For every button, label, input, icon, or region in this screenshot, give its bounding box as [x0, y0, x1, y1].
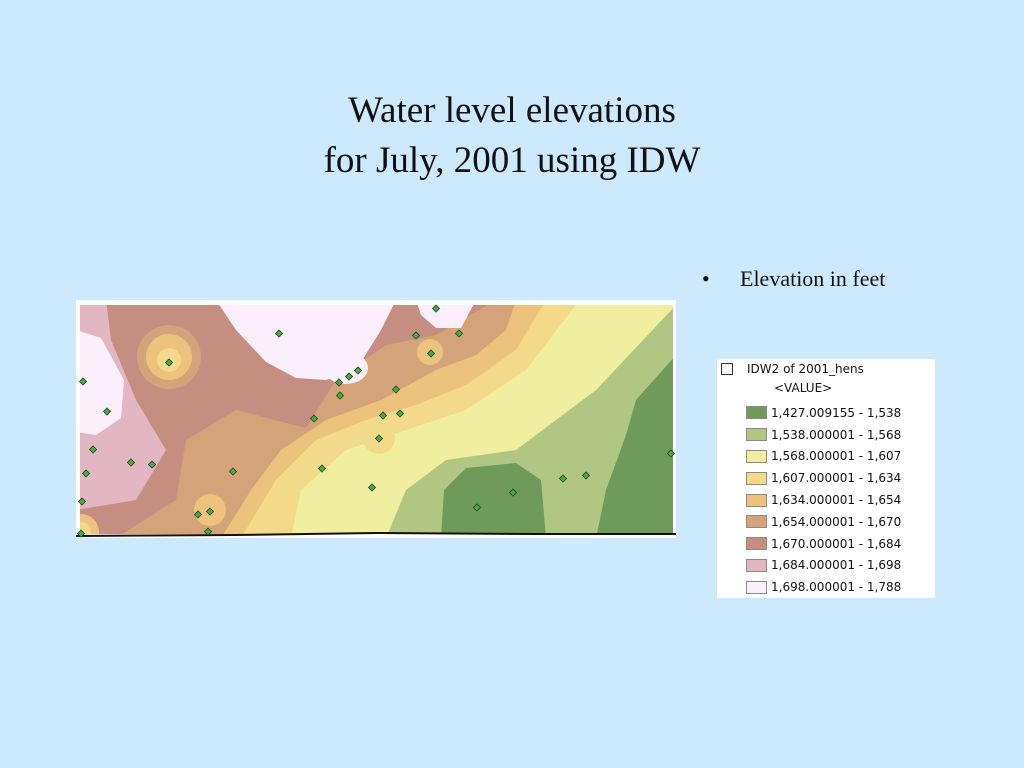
legend-class-item: 1,684.000001 - 1,698: [746, 555, 901, 577]
well-point: [374, 434, 384, 443]
well-point: [309, 414, 319, 423]
legend-class-label: 1,568.000001 - 1,607: [771, 449, 902, 464]
well-point: [378, 411, 388, 420]
legend-class-label: 1,698.000001 - 1,788: [771, 580, 902, 595]
legend-class-item: 1,607.000001 - 1,634: [746, 467, 901, 489]
title-line-2: for July, 2001 using IDW: [323, 140, 701, 181]
well-point: [426, 349, 436, 358]
legend-class-label: 1,654.000001 - 1,670: [771, 514, 902, 529]
legend-swatch: [746, 449, 767, 463]
well-point: [344, 372, 354, 381]
legend-class-item: 1,670.000001 - 1,684: [746, 533, 901, 555]
well-point: [353, 366, 363, 375]
zone-1698-1788-northeast: [417, 305, 474, 328]
well-point: [472, 503, 482, 512]
legend-class-item: 1,654.000001 - 1,670: [746, 511, 901, 533]
legend-class-item: 1,427.009155 - 1,538: [746, 402, 901, 424]
well-point: [317, 464, 327, 473]
well-point: [78, 377, 88, 386]
well-point: [508, 488, 518, 497]
legend-field-label: <VALUE>: [774, 381, 833, 395]
well-point: [335, 391, 345, 400]
well-point: [454, 329, 464, 338]
well-point: [193, 510, 203, 519]
bullet-icon: •: [702, 266, 710, 291]
legend-class-item: 1,538.000001 - 1,568: [746, 424, 901, 446]
well-point: [367, 483, 377, 492]
idw-surface: [76, 304, 676, 538]
well-point: [126, 458, 136, 467]
well-points: [76, 304, 676, 538]
zone-1698-1788-center: [324, 352, 368, 384]
legend-class-label: 1,427.009155 - 1,538: [771, 405, 902, 420]
legend-swatch: [746, 471, 767, 485]
well-point: [274, 329, 284, 338]
legend-swatch: [746, 493, 767, 507]
legend-layer-header: IDW2 of 2001_hens: [721, 361, 864, 377]
well-point: [334, 378, 344, 387]
legend-class-item: 1,568.000001 - 1,607: [746, 446, 901, 468]
legend-swatch: [746, 406, 767, 420]
layer-visibility-checkbox[interactable]: [721, 363, 733, 375]
legend-class-label: 1,634.000001 - 1,654: [771, 493, 902, 508]
well-point: [558, 474, 568, 483]
legend-class-label: 1,607.000001 - 1,634: [771, 471, 902, 486]
legend-swatch: [746, 537, 767, 551]
well-point: [147, 460, 157, 469]
well-point: [203, 527, 213, 536]
zone-bubble-corner-core: [80, 522, 91, 534]
well-point: [391, 385, 401, 394]
map-bottom-boundary: [76, 531, 676, 537]
well-point: [411, 331, 421, 340]
well-point: [228, 467, 238, 476]
legend-class-label: 1,670.000001 - 1,684: [771, 536, 902, 551]
well-point: [164, 358, 174, 367]
legend-class-list: 1,427.009155 - 1,538 1,538.000001 - 1,56…: [746, 402, 901, 598]
well-point: [431, 304, 441, 313]
well-point: [581, 471, 591, 480]
well-point: [395, 409, 405, 418]
well-point: [76, 529, 86, 538]
title-line-1: Water level elevations: [348, 90, 676, 131]
well-point: [666, 449, 676, 458]
well-point: [77, 497, 87, 506]
zone-1698-1788-west: [80, 331, 124, 435]
well-point: [81, 469, 91, 478]
well-point: [102, 407, 112, 416]
legend-swatch: [746, 558, 767, 572]
legend-class-item: 1,634.000001 - 1,654: [746, 489, 901, 511]
bullet-text: Elevation in feet: [740, 266, 886, 291]
legend-layer-name: IDW2 of 2001_hens: [747, 362, 864, 376]
legend-swatch: [746, 428, 767, 442]
zone-1427-1538-south: [441, 463, 546, 534]
legend-swatch: [746, 580, 767, 594]
legend-class-label: 1,538.000001 - 1,568: [771, 427, 902, 442]
zone-1427-1538-east: [596, 358, 673, 534]
legend-class-label: 1,684.000001 - 1,698: [771, 558, 902, 573]
well-point: [88, 445, 98, 454]
legend-class-item: 1,698.000001 - 1,788: [746, 576, 901, 598]
well-point: [205, 507, 215, 516]
slide-title: Water level elevations for July, 2001 us…: [0, 86, 1024, 186]
legend-swatch: [746, 515, 767, 529]
idw-map: [76, 300, 676, 538]
map-legend: IDW2 of 2001_hens <VALUE> 1,427.009155 -…: [717, 359, 935, 598]
bullet-item: • Elevation in feet: [702, 266, 885, 292]
